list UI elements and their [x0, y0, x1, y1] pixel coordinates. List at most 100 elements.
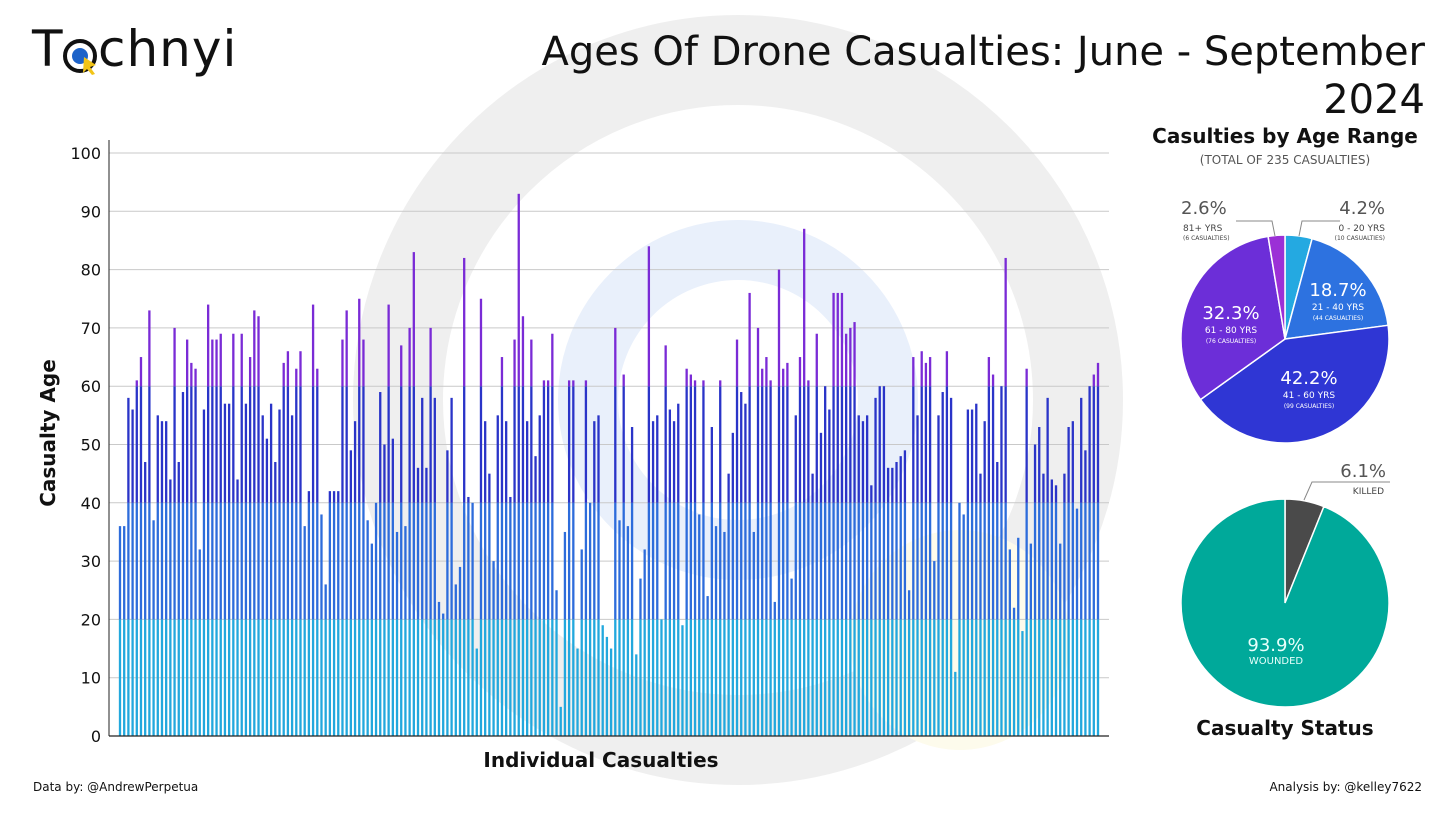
bar-segment	[513, 619, 516, 736]
bar-segment	[731, 502, 734, 620]
bar-segment	[928, 619, 932, 736]
bar-segment	[290, 415, 294, 503]
bar-segment	[769, 386, 772, 503]
bar	[886, 467, 890, 736]
bar	[366, 520, 369, 736]
bar-segment	[1054, 485, 1058, 503]
bar-segment	[815, 386, 818, 503]
bar-segment	[777, 386, 781, 503]
bar	[328, 491, 332, 736]
bar-segment	[471, 502, 474, 620]
bar-segment	[815, 619, 818, 736]
bar	[899, 456, 902, 736]
slice-range: 61 - 80 YRS	[1205, 326, 1257, 336]
bar-segment	[1084, 502, 1087, 620]
bar-segment	[395, 619, 399, 736]
bar-segment	[945, 502, 949, 620]
y-tick-label: 40	[81, 494, 101, 513]
bar-segment	[979, 619, 982, 736]
bar-segment	[303, 526, 306, 620]
bar-segment	[677, 502, 680, 620]
bar-segment	[664, 345, 667, 387]
bar-segment	[202, 409, 206, 503]
bar-segment	[870, 619, 873, 736]
bar-segment	[1004, 502, 1007, 620]
bar-segment	[274, 619, 277, 736]
bar	[538, 415, 541, 736]
bar	[958, 502, 961, 736]
bar-segment	[857, 502, 860, 620]
bar-segment	[383, 444, 386, 503]
bar-segment	[521, 619, 525, 736]
bar	[891, 467, 894, 736]
bar	[1092, 374, 1095, 736]
bar-segment	[299, 502, 302, 620]
bar-segment	[517, 386, 520, 503]
bar	[803, 228, 806, 736]
bar	[206, 304, 210, 736]
bar-segment	[668, 502, 672, 620]
bar-segment	[1033, 502, 1037, 620]
bar-segment	[723, 531, 726, 620]
bar-segment	[811, 619, 814, 736]
bar-segment	[148, 502, 151, 620]
bar-segment	[248, 502, 252, 620]
bar	[177, 461, 180, 736]
bar-segment	[735, 502, 739, 620]
bar	[609, 648, 613, 736]
bar	[605, 636, 609, 736]
bar	[735, 339, 739, 736]
status-pie-title: Casualty Status	[1196, 716, 1374, 740]
bar-segment	[282, 619, 285, 736]
bar	[647, 246, 651, 736]
bar	[702, 380, 705, 736]
bar-segment	[958, 502, 961, 620]
bar-segment	[874, 619, 877, 736]
bar-segment	[836, 619, 839, 736]
bar	[1025, 368, 1028, 736]
bar-segment	[186, 339, 189, 387]
bar-segment	[467, 619, 470, 736]
bar-segment	[912, 357, 915, 387]
bar-segment	[954, 671, 957, 736]
callout-line	[1303, 481, 1390, 501]
bar-segment	[849, 327, 852, 387]
bar-segment	[1042, 502, 1045, 620]
bar	[672, 421, 676, 736]
bar	[311, 304, 315, 736]
bar-segment	[530, 386, 533, 503]
slice-label: WOUNDED	[1249, 656, 1304, 667]
bar	[782, 368, 785, 736]
bar-segment	[311, 304, 315, 387]
bar	[492, 561, 495, 736]
bar-segment	[865, 415, 869, 503]
bar-segment	[236, 479, 239, 503]
bar-segment	[316, 386, 319, 503]
bar-segment	[534, 456, 537, 503]
bar-segment	[408, 327, 411, 387]
bar-segment	[463, 502, 466, 620]
bar	[576, 648, 579, 736]
bar	[949, 397, 953, 736]
bar-segment	[832, 502, 835, 620]
bar-segment	[421, 397, 424, 503]
bar-segment	[807, 380, 810, 387]
bar-segment	[689, 386, 693, 503]
bar-segment	[975, 619, 978, 736]
bar	[261, 415, 264, 736]
bar-segment	[853, 502, 856, 620]
bar-segment	[152, 619, 155, 736]
bar	[635, 654, 638, 736]
bar-segment	[924, 362, 928, 387]
bar	[1075, 508, 1079, 736]
bar-segment	[996, 619, 999, 736]
bar-segment	[710, 427, 713, 503]
bar-segment	[345, 386, 348, 503]
bar-segment	[689, 374, 693, 387]
bar	[421, 397, 424, 736]
bar	[303, 526, 306, 736]
bar-segment	[324, 584, 327, 620]
bar-segment	[311, 386, 315, 503]
bar-segment	[664, 502, 667, 620]
bar-segment	[546, 380, 550, 387]
